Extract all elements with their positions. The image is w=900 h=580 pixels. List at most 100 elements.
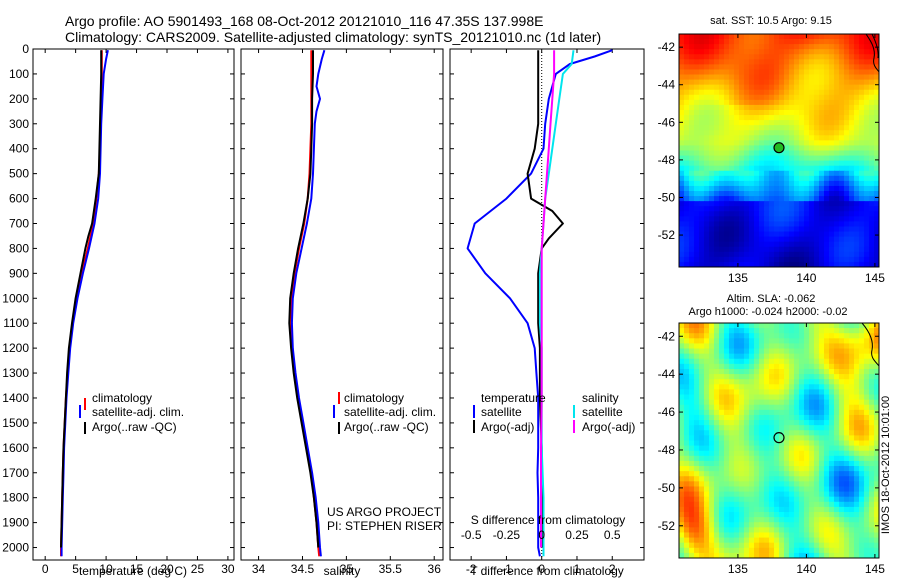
map-cell [849,49,855,55]
map-cell [709,94,715,101]
map-cell [774,44,780,50]
map-cell [694,79,700,86]
map-cell [704,125,710,131]
map-cell [684,196,690,202]
map-cell [699,445,705,452]
map-cell [864,328,870,334]
map-cell [699,522,705,528]
map-cell [819,522,825,528]
map-cell [764,328,770,334]
map-cell [679,185,685,192]
map-cell [799,216,805,223]
map-cell [809,476,815,482]
map-cell [874,471,879,477]
map-cell [819,455,825,462]
map-cell [854,165,860,172]
map-cell [734,343,740,350]
map-cell [729,120,735,126]
map-cell [849,125,855,131]
map-cell [684,175,690,182]
map-cell [759,44,765,50]
map-cell [684,251,690,258]
depth-tick-label: 700 [9,216,29,230]
map-cell [784,368,790,375]
map-cell [869,409,875,416]
map-cell [704,496,710,503]
map-cell [759,420,765,426]
map-cell [824,206,830,212]
map-cell [849,44,855,50]
map-cell [739,374,745,380]
map-cell [774,236,780,243]
map-cell [844,547,850,554]
map-cell [829,226,835,233]
map-cell [689,236,695,243]
map-cell [724,466,730,472]
map-cell [754,49,760,55]
map-cell [839,425,845,431]
map-cell [704,471,710,477]
map-cell [844,109,850,116]
map-cell [814,394,820,401]
map-cell [834,552,840,558]
map-cell [734,323,740,329]
map-cell [874,185,879,192]
map-cell [734,379,740,385]
map-cell [874,517,879,523]
map-cell [729,135,735,141]
map-cell [839,466,845,472]
map-cell [719,69,725,76]
map-cell [714,221,720,228]
map-cell [694,552,700,558]
map-cell [834,445,840,452]
map-cell [834,466,840,472]
map-cell [709,221,715,228]
map-cell [874,430,879,436]
difference-series [466,49,613,557]
map-cell [744,379,750,385]
map-cell [729,517,735,523]
map-cell [719,64,725,71]
map-cell [689,69,695,76]
map-cell [774,206,780,212]
map-cell [819,59,825,65]
map-cell [824,165,830,172]
map-cell [819,180,825,187]
map-cell [874,486,879,493]
map-cell [839,471,845,477]
map-cell [864,160,870,167]
map-cell [724,74,730,81]
map-cell [839,221,845,228]
map-cell [739,64,745,71]
map-cell [839,414,845,421]
map-cell [694,185,700,192]
map-cell [724,34,730,40]
map-cell [769,547,775,554]
map-cell [704,211,710,217]
map-cell [864,542,870,549]
map-cell [829,165,835,172]
map-cell [869,496,875,503]
map-cell [784,74,790,81]
map-cell [684,74,690,81]
map-cell [819,348,825,355]
map-cell [759,542,765,549]
map-cell [719,374,725,380]
difference-depth-ticks [450,48,644,549]
map-cell [844,180,850,187]
map-cell [814,49,820,55]
map-cell [839,59,845,65]
map-cell [834,460,840,467]
map-cell [759,54,765,60]
map-cell [844,44,850,50]
map-cell [839,140,845,147]
map-cell [839,368,845,375]
map-cell [789,64,795,71]
map-cell [694,120,700,126]
map-cell [809,221,815,228]
map-cell [779,54,785,60]
map-cell [749,175,755,182]
map-cell [874,251,879,258]
map-cell [799,221,805,228]
map-cell [719,104,725,111]
